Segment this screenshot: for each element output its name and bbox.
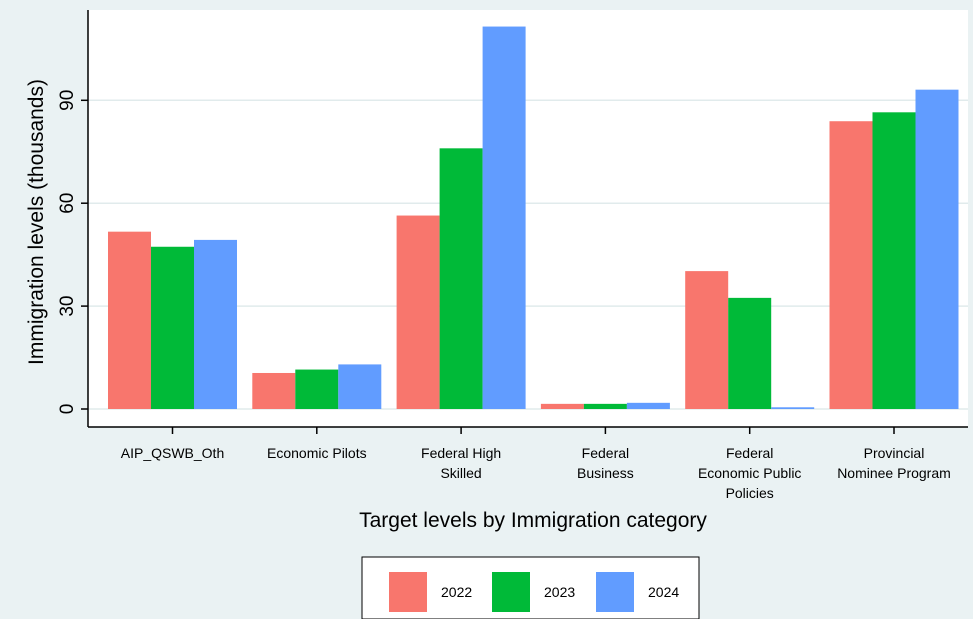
legend-swatch-2022 <box>389 572 427 612</box>
x-axis-title: Target levels by Immigration category <box>359 509 707 532</box>
x-category-label: Economic Public <box>698 465 802 481</box>
y-tick-label: 30 <box>57 296 78 317</box>
bar-2024-3 <box>626 402 670 409</box>
x-category-label: Policies <box>726 485 774 501</box>
bar-2024-4 <box>771 407 815 409</box>
x-category-label: Skilled <box>440 465 481 481</box>
y-tick-label: 60 <box>57 193 78 214</box>
bar-2023-2 <box>439 148 483 409</box>
bar-2023-0 <box>151 246 194 409</box>
legend-label-2023: 2023 <box>544 584 575 600</box>
bar-2024-5 <box>915 89 959 410</box>
bar-2023-3 <box>583 403 627 409</box>
bar-2022-0 <box>108 231 151 409</box>
x-category-label: AIP_QSWB_Oth <box>121 445 224 461</box>
bars <box>108 26 959 410</box>
bar-2024-1 <box>338 364 382 409</box>
x-category-label: Federal <box>582 445 629 461</box>
legend-swatch-2024 <box>596 572 634 612</box>
bar-2022-3 <box>540 403 584 409</box>
bar-2023-1 <box>295 369 339 409</box>
bar-2024-2 <box>482 26 526 410</box>
x-category-label: Federal <box>726 445 773 461</box>
y-tick-label: 90 <box>57 90 78 111</box>
legend-swatch-2023 <box>492 572 530 612</box>
bar-2022-2 <box>396 215 440 409</box>
x-category-label: Federal High <box>421 445 501 461</box>
bar-2022-5 <box>829 121 873 410</box>
x-category-label: Economic Pilots <box>267 445 367 461</box>
x-category-labels: AIP_QSWB_Oth Economic Pilots Federal High S… <box>121 427 951 501</box>
y-tick-label: 0 <box>57 404 78 415</box>
legend: 2022 2023 2024 <box>361 556 700 619</box>
bar-2023-5 <box>872 112 916 410</box>
bar-2023-4 <box>728 297 772 409</box>
y-axis-title: Immigration levels (thousands) <box>25 79 48 365</box>
legend-label-2022: 2022 <box>441 584 472 600</box>
legend-label-2024: 2024 <box>648 584 679 600</box>
bar-2024-0 <box>194 239 237 409</box>
bar-2022-1 <box>252 372 296 409</box>
x-category-label: Business <box>577 465 634 481</box>
bar-2022-4 <box>685 271 729 409</box>
x-category-label: Provincial <box>864 445 925 461</box>
axes <box>87 10 968 428</box>
y-ticks: 0 30 60 90 <box>57 90 88 415</box>
x-category-label: Nominee Program <box>837 465 951 481</box>
